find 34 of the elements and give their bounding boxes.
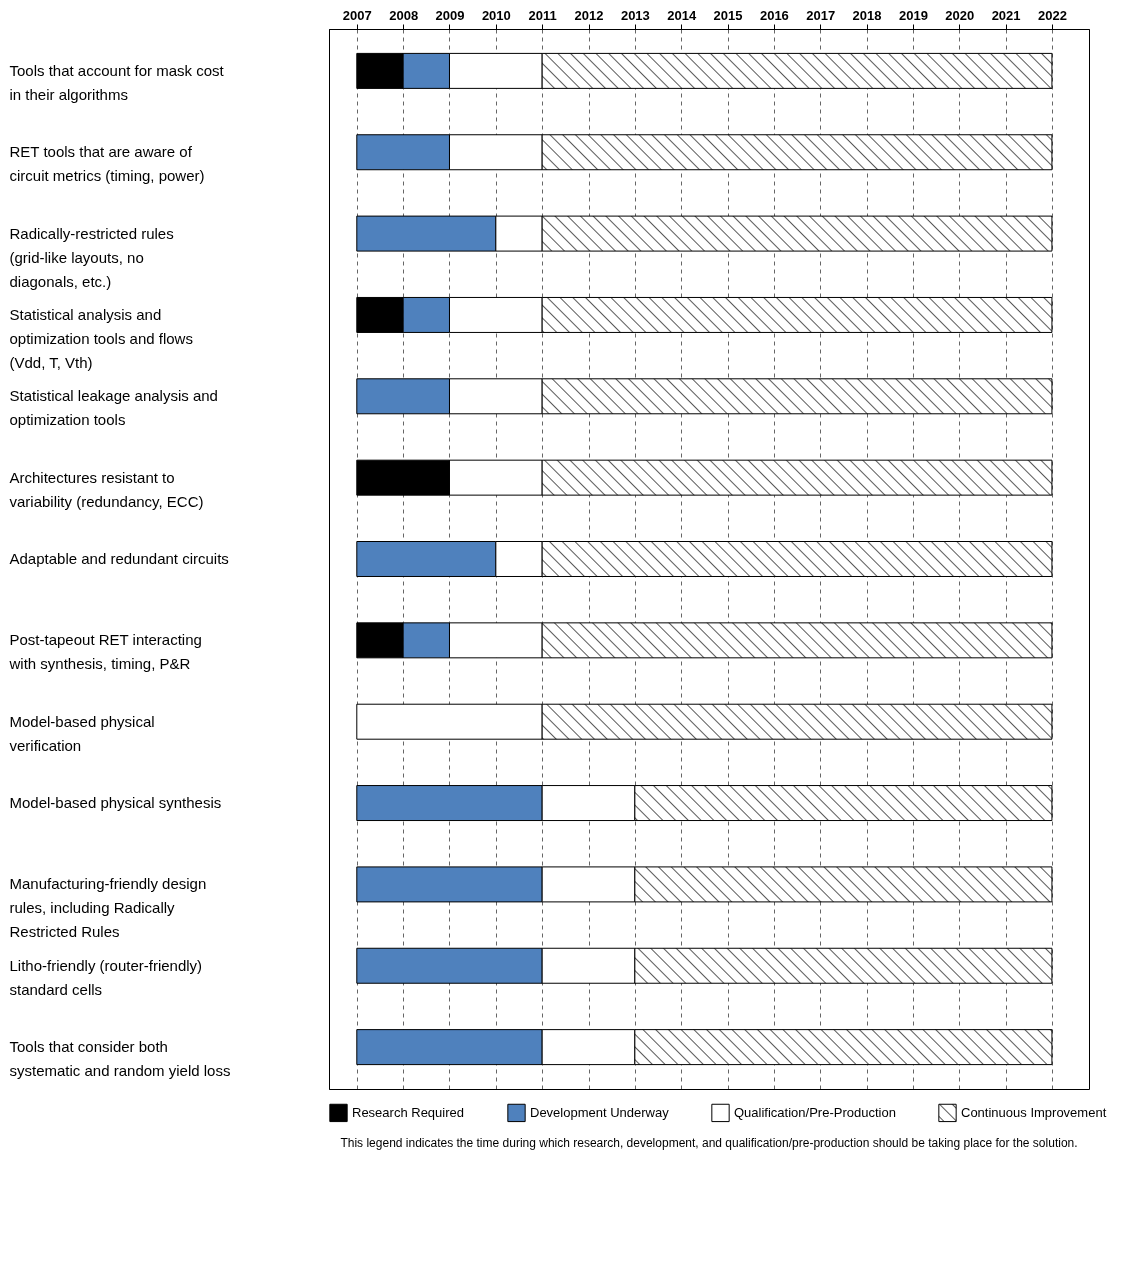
y-tick-label: Manufacturing-friendly design rules, including Radically Restricted Rules	[9, 875, 207, 941]
x-tick-label: 2009	[435, 7, 465, 23]
y-tick-label: Radically-restricted rules (grid-like layouts, no diagonals, etc.)	[9, 224, 174, 290]
x-tick-label: 2022	[1037, 7, 1067, 23]
text: This legend indicates the time during which research, development, and qualification/pre-production should be taking place for the solution.	[340, 1136, 1078, 1150]
x-tick-label: 2018	[852, 7, 882, 23]
x-tick-label: 2011	[528, 7, 557, 23]
y-tick-label: Tools that consider both systematic and random yield loss	[9, 1038, 231, 1080]
x-tick-label: 2010	[481, 7, 511, 23]
x-tick-label: 2008	[389, 7, 419, 23]
x-tick-label: 2020	[945, 7, 975, 23]
legend-label: Continuous Improvement	[961, 1104, 1107, 1120]
x-tick-label: 2015	[713, 7, 743, 23]
x-tick-label: 2012	[574, 7, 604, 23]
y-tick-label: RET tools that are aware of circuit metrics (timing, power)	[9, 143, 205, 185]
x-tick-label: 2019	[898, 7, 928, 23]
x-tick-label: 2016	[759, 7, 789, 23]
y-tick-label: Model-based physical synthesis	[9, 794, 222, 812]
legend-label: Development Underway	[530, 1104, 670, 1120]
x-tick-label: 2013	[620, 7, 650, 23]
y-tick-label: Adaptable and redundant circuits	[9, 550, 229, 567]
legend-label: Research Required	[352, 1104, 465, 1120]
legend-label: Qualification/Pre-Production	[734, 1104, 896, 1120]
y-tick-label: Statistical analysis and optimization tools and flows (Vdd, T, Vth)	[9, 305, 193, 371]
x-tick-label: 2017	[806, 7, 836, 23]
x-tick-label: 2007	[342, 7, 372, 23]
x-tick-label: 2021	[991, 7, 1021, 23]
y-tick-label: Litho-friendly (router-friendly) standard cells	[9, 956, 203, 998]
y-tick-label: Tools that account for mask cost in their algorithms	[9, 61, 225, 103]
y-tick-label: Statistical leakage analysis and optimization tools	[9, 387, 218, 429]
y-tick-label: Model-based physical verification	[9, 712, 155, 754]
y-tick-label: Post-tapeout RET interacting with synthesis, timing, P&R	[8, 631, 202, 673]
x-tick-label: 2014	[667, 7, 697, 23]
y-tick-label: Architectures resistant to variability (redundancy, ECC)	[9, 468, 204, 510]
